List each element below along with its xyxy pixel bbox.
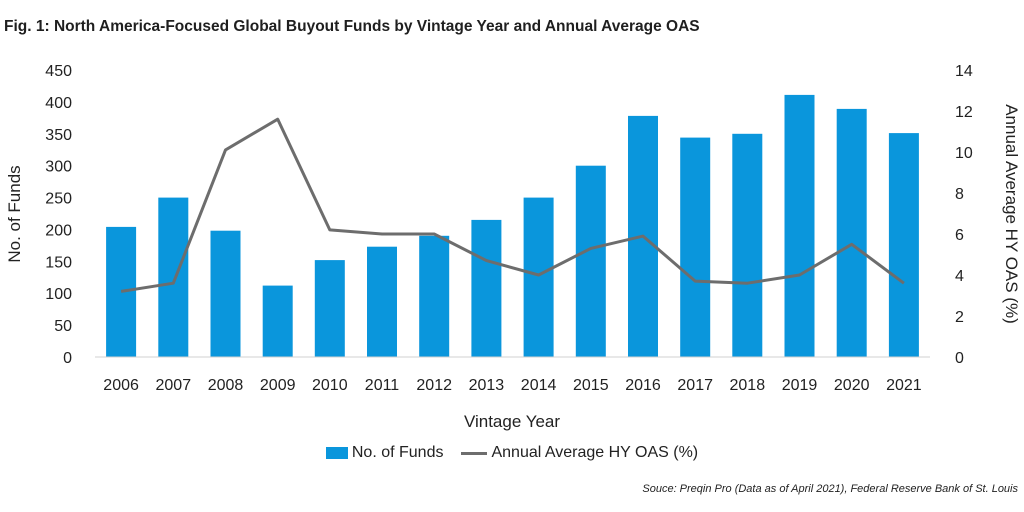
legend-item-funds: No. of Funds: [325, 444, 444, 462]
line-series: [120, 117, 905, 293]
y2-tick-8: 8: [955, 186, 964, 203]
oas-line: [120, 117, 905, 293]
y-tick-450: 450: [45, 63, 72, 80]
x-axis-ticks: 2006 2007 2008 2009 2010 2011 2012 2013 2014 2015…: [103, 377, 921, 394]
x-tick-2006: 2006: [103, 377, 139, 394]
x-tick-2012: 2012: [416, 377, 452, 394]
legend-item-oas: Annual Average HY OAS (%): [461, 444, 698, 462]
y2-axis-label: Annual Average HY OAS (%): [1002, 104, 1021, 324]
y2-tick-10: 10: [955, 145, 973, 162]
y2-tick-14: 14: [955, 63, 973, 80]
x-tick-2009: 2009: [260, 377, 296, 394]
x-tick-2021: 2021: [886, 377, 922, 394]
y-tick-150: 150: [45, 254, 72, 271]
bar-2019: [784, 94, 815, 358]
bar-2008: [210, 230, 241, 357]
x-tick-2017: 2017: [677, 377, 713, 394]
legend: No. of Funds Annual Average HY OAS (%): [0, 444, 1024, 462]
right-axis-ticks: 0 2 4 6 8 10 12 14: [955, 63, 973, 367]
y-tick-350: 350: [45, 127, 72, 144]
y2-tick-2: 2: [955, 309, 964, 326]
x-tick-2016: 2016: [625, 377, 661, 394]
chart-title: Fig. 1: North America-Focused Global Buy…: [4, 18, 700, 35]
y-tick-400: 400: [45, 95, 72, 112]
y2-tick-0: 0: [955, 350, 964, 367]
x-tick-2008: 2008: [208, 377, 244, 394]
y2-tick-6: 6: [955, 227, 964, 244]
bar-2015: [575, 165, 606, 357]
legend-label-funds: No. of Funds: [351, 444, 444, 461]
y-tick-0: 0: [63, 350, 72, 367]
x-tick-2013: 2013: [469, 377, 505, 394]
legend-label-oas: Annual Average HY OAS (%): [491, 444, 699, 461]
source-note: Souce: Preqin Pro (Data as of April 2021…: [642, 483, 1018, 495]
x-tick-2010: 2010: [312, 377, 348, 394]
y-tick-100: 100: [45, 286, 72, 303]
bar-2020: [836, 108, 867, 358]
x-tick-2007: 2007: [156, 377, 192, 394]
x-tick-2018: 2018: [730, 377, 766, 394]
x-axis-label: Vintage Year: [464, 412, 560, 431]
y2-tick-4: 4: [955, 268, 964, 285]
x-tick-2014: 2014: [521, 377, 557, 394]
bar-2014: [523, 197, 554, 357]
bar-2006: [106, 226, 137, 357]
x-tick-2020: 2020: [834, 377, 870, 394]
y2-tick-12: 12: [955, 104, 973, 121]
x-tick-2011: 2011: [365, 377, 400, 394]
bar-2021: [888, 133, 919, 357]
bar-2011: [367, 246, 397, 357]
bar-2010: [314, 260, 345, 357]
bar-2007: [158, 197, 189, 357]
y-tick-300: 300: [45, 159, 72, 176]
bar-2012: [419, 235, 450, 357]
y-tick-250: 250: [45, 191, 72, 208]
x-tick-2019: 2019: [782, 377, 818, 394]
bar-series: [106, 94, 919, 358]
bar-2017: [680, 137, 711, 357]
x-tick-2015: 2015: [573, 377, 609, 394]
bar-2009: [262, 285, 293, 357]
left-axis-ticks: 0 50 100 150 200 250 300 350 400 450: [45, 63, 72, 367]
legend-bar-swatch: [325, 447, 348, 459]
legend-line-swatch: [461, 451, 488, 455]
bar-2018: [732, 133, 763, 357]
bar-2013: [471, 219, 502, 357]
y-axis-label: No. of Funds: [5, 165, 24, 262]
y-tick-50: 50: [54, 318, 72, 335]
y-tick-200: 200: [45, 222, 72, 239]
